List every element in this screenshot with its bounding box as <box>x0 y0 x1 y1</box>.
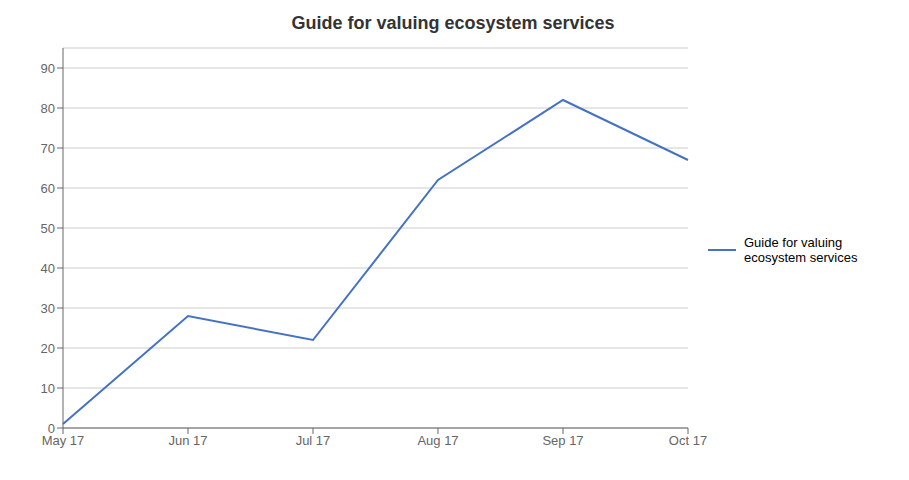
svg-text:80: 80 <box>41 101 55 116</box>
svg-text:May 17: May 17 <box>41 433 85 449</box>
svg-text:Sep 17: Sep 17 <box>542 433 583 448</box>
html-text:Guide for valuing ecosystem se: Guide for valuing ecosystem services <box>291 13 615 33</box>
svg-text:50: 50 <box>41 221 55 236</box>
svg-text:Jun 17: Jun 17 <box>168 433 207 448</box>
svg-text:Oct 17: Oct 17 <box>669 433 707 448</box>
svg-text:40: 40 <box>41 261 55 276</box>
svg-text:Jul 17: Jul 17 <box>296 433 331 448</box>
svg-text:70: 70 <box>41 141 55 156</box>
svg-text:10: 10 <box>41 381 55 396</box>
svg-text:60: 60 <box>41 181 55 196</box>
html-text:Guide for valuing: Guide for valuing <box>744 235 843 250</box>
svg-text:0: 0 <box>48 421 55 436</box>
svg-text:30: 30 <box>41 301 55 316</box>
html-text:ecosystem services: ecosystem services <box>744 250 858 265</box>
svg-text:90: 90 <box>41 61 55 76</box>
svg-text:Aug 17: Aug 17 <box>417 433 458 448</box>
svg-text:20: 20 <box>41 341 55 356</box>
